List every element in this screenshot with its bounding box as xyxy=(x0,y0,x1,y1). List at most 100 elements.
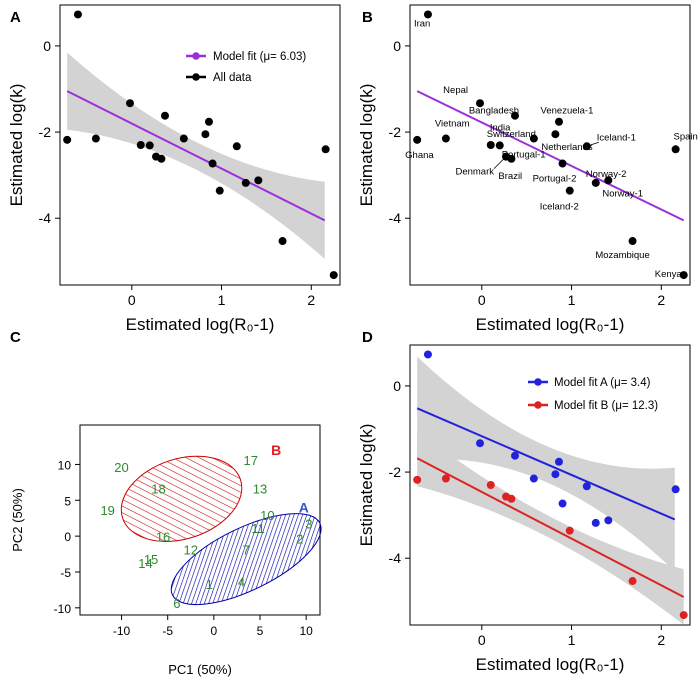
panel-a-legend: Model fit (μ= 6.03) All data xyxy=(180,40,325,88)
panel-b-ytick-label: 0 xyxy=(393,38,401,54)
pc-point-label: 13 xyxy=(253,482,267,497)
panel-d-ytick-label: 0 xyxy=(393,378,401,394)
panel-c-xtick-label: -5 xyxy=(162,624,173,638)
panel-a-xlabel: Estimated log(R₀-1) xyxy=(126,315,275,334)
data-point xyxy=(241,178,250,187)
data-point xyxy=(157,154,166,163)
cluster-b-ellipse xyxy=(120,455,243,542)
pc-point-label: 4 xyxy=(238,575,245,590)
data-point xyxy=(126,99,134,108)
panel-b-ytick-label: -2 xyxy=(389,124,402,140)
panel-c-ytick-label: 10 xyxy=(58,458,72,472)
panel-c-ytick-label: -5 xyxy=(60,566,71,580)
panel-b-ylabel: Estimated log(k) xyxy=(357,84,376,207)
panel-letter-c: C xyxy=(10,329,21,346)
cluster-a-label: A xyxy=(299,499,309,515)
country-label: Denmark xyxy=(455,167,494,178)
cluster-b-label: B xyxy=(271,442,281,458)
pc-point-label: 12 xyxy=(184,542,198,557)
data-point xyxy=(208,159,217,168)
panel-a-ytick-label: -4 xyxy=(39,210,52,226)
country-label: Switzerland xyxy=(487,129,536,140)
data-point xyxy=(161,111,169,120)
pc-point-label: 10 xyxy=(260,508,274,523)
panel-c-xtick-label: 0 xyxy=(211,624,218,638)
country-label: India xyxy=(490,123,511,134)
panel-d-frame xyxy=(409,344,691,626)
panel-c-ytick-label: 0 xyxy=(64,530,71,544)
panel-d-xtick-label: 0 xyxy=(478,632,486,648)
data-point xyxy=(201,130,210,139)
data-point xyxy=(413,135,422,144)
panel-c-xlabel: PC1 (50%) xyxy=(168,662,232,677)
panel-letter-a: A xyxy=(10,9,21,26)
data-point xyxy=(476,99,484,108)
country-label: Bangladesh xyxy=(469,106,519,117)
panel-d-xtick-label: 2 xyxy=(657,632,665,648)
series-a-point xyxy=(554,457,563,466)
model-fit-b-line xyxy=(416,457,685,598)
country-label: Norway-2 xyxy=(586,169,627,180)
data-point xyxy=(329,271,338,280)
country-label: Portugal-2 xyxy=(533,174,577,185)
panel-d-ytick-label: -4 xyxy=(389,550,402,566)
series-a-point xyxy=(582,482,591,491)
model-fit-a-line xyxy=(416,407,676,521)
series-b-point xyxy=(628,577,637,586)
series-b-point xyxy=(679,611,688,620)
panel-d-ytick-label: -2 xyxy=(389,464,402,480)
panel-c-frame xyxy=(79,424,321,616)
series-a-point xyxy=(551,470,560,479)
data-point xyxy=(321,145,330,154)
panel-b-ytick-label: -4 xyxy=(389,210,402,226)
label-leader-line xyxy=(586,141,599,147)
data-point xyxy=(591,178,600,187)
panel-a-ytick-label: 0 xyxy=(43,38,51,54)
panel-c-ytick-label: 5 xyxy=(64,494,71,508)
data-point xyxy=(278,237,287,246)
panel-c-xtick-label: 10 xyxy=(299,624,313,638)
pc-point-label: 16 xyxy=(156,530,170,545)
label-leader-line xyxy=(493,156,507,169)
pc-point-label: 20 xyxy=(114,460,128,475)
panel-b-xtick-label: 2 xyxy=(657,292,665,308)
series-b-point xyxy=(565,526,574,535)
data-point xyxy=(145,141,154,150)
panel-b-xlabel: Estimated log(R₀-1) xyxy=(476,315,625,334)
pc-point-label: 3 xyxy=(305,517,312,532)
legend-model-fit-b: Model fit B (μ= 12.3) xyxy=(554,400,658,412)
data-point xyxy=(554,117,563,126)
series-a-point xyxy=(511,451,519,460)
country-label: Ghana xyxy=(405,150,434,161)
panel-d-xlabel: Estimated log(R₀-1) xyxy=(476,655,625,674)
legend-model-fit: Model fit (μ= 6.03) xyxy=(213,51,306,63)
data-point xyxy=(204,117,213,126)
panel-a-ytick-label: -2 xyxy=(39,124,52,140)
data-point xyxy=(136,141,145,149)
series-a-point xyxy=(591,518,600,527)
data-point xyxy=(73,10,82,19)
data-point xyxy=(628,237,637,246)
panel-d-ylabel: Estimated log(k) xyxy=(357,424,376,547)
data-point xyxy=(423,10,432,19)
country-label: Mozambique xyxy=(595,250,649,261)
country-label: Portugal-1 xyxy=(502,149,546,160)
pc-point-label: 18 xyxy=(151,482,165,497)
pc-point-label: 11 xyxy=(251,521,265,536)
data-point xyxy=(679,271,688,280)
panel-a-xtick-label: 0 xyxy=(128,292,136,308)
pc-point-label: 19 xyxy=(100,503,114,518)
pc-point-label: 14 xyxy=(138,556,152,571)
model-fit-line xyxy=(416,90,685,222)
country-label: Iceland-2 xyxy=(540,202,579,213)
country-label: Vietnam xyxy=(435,119,470,130)
panel-d-xtick-label: 1 xyxy=(568,632,576,648)
series-b-point xyxy=(486,481,495,489)
panel-letter-d: D xyxy=(362,329,373,346)
panel-a-xtick-label: 1 xyxy=(218,292,226,308)
legend-all-data: All data xyxy=(213,72,252,84)
data-point xyxy=(232,142,241,151)
data-point xyxy=(63,135,72,144)
panel-c-ytick-label: -10 xyxy=(54,602,72,616)
